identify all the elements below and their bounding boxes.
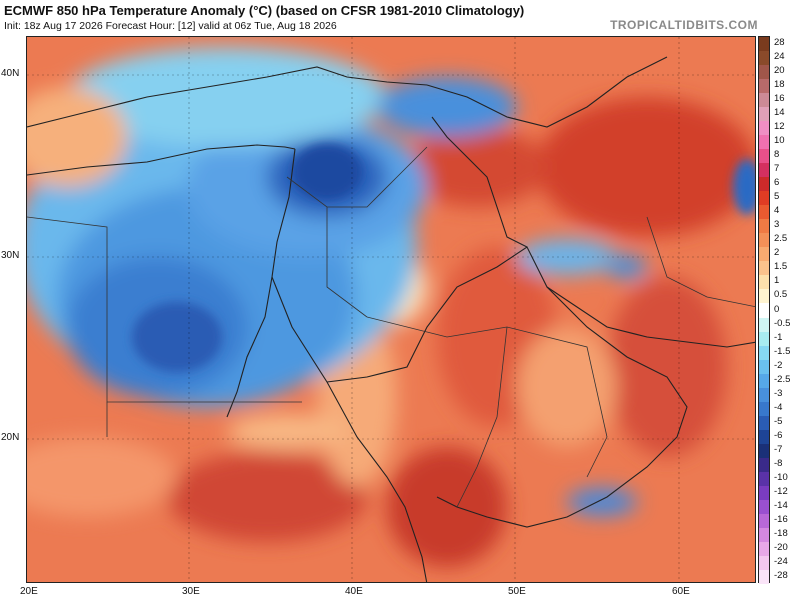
colorbar-segment	[759, 485, 769, 501]
lon-label-20e: 20E	[20, 586, 38, 597]
colorbar-label: 4	[774, 205, 780, 217]
colorbar-label: 12	[774, 121, 785, 133]
colorbar-label: 6	[774, 177, 780, 189]
lat-label-30n: 30N	[1, 250, 20, 261]
colorbar-label: 5	[774, 191, 780, 203]
map-title: ECMWF 850 hPa Temperature Anomaly (°C) (…	[4, 3, 525, 18]
colorbar-label: 1.5	[774, 261, 788, 273]
colorbar-label: -10	[774, 471, 788, 483]
anomaly-map	[26, 36, 756, 583]
colorbar-segment	[759, 527, 769, 543]
forecast-info: Init: 18z Aug 17 2026 Forecast Hour: [12…	[4, 20, 337, 32]
colorbar-segment	[759, 457, 769, 473]
colorbar-label: 16	[774, 93, 785, 105]
colorbar-segment	[759, 275, 769, 290]
colorbar-segment	[759, 163, 769, 178]
colorbar-segment	[759, 289, 769, 304]
colorbar-segment	[759, 79, 769, 94]
colorbar-label: -16	[774, 513, 788, 525]
colorbar-segment	[759, 345, 769, 361]
colorbar-label: 2.5	[774, 233, 788, 245]
colorbar-label: 2	[774, 247, 780, 259]
colorbar-segment	[759, 51, 769, 66]
colorbar-label: -0.5	[774, 317, 791, 329]
colorbar-label: -24	[774, 555, 788, 567]
colorbar-label: -7	[774, 443, 783, 455]
country-borders	[27, 146, 755, 508]
colorbar-label: -1	[774, 331, 783, 343]
lon-label-60e: 60E	[672, 586, 690, 597]
colorbar-label: 7	[774, 163, 780, 175]
colorbar-label: 8	[774, 149, 780, 161]
colorbar-label: -8	[774, 457, 783, 469]
lat-label-40n: 40N	[1, 68, 20, 79]
colorbar-label: 1	[774, 275, 780, 287]
colorbar-segment	[759, 401, 769, 417]
colorbar-segment	[759, 205, 769, 220]
colorbar-label: -12	[774, 485, 788, 497]
lat-label-20n: 20N	[1, 432, 20, 443]
colorbar-label: -28	[774, 569, 788, 581]
colorbar	[758, 36, 770, 585]
colorbar-label: 3	[774, 219, 780, 231]
colorbar-segment	[759, 303, 769, 318]
colorbar-segment	[759, 317, 769, 333]
colorbar-segment	[759, 471, 769, 487]
colorbar-segment	[759, 387, 769, 403]
colorbar-label: 10	[774, 135, 785, 147]
colorbar-segment	[759, 415, 769, 431]
colorbar-segment	[759, 261, 769, 276]
colorbar-label: -14	[774, 499, 788, 511]
colorbar-segment	[759, 37, 769, 52]
coastlines	[27, 56, 755, 582]
colorbar-label: -18	[774, 527, 788, 539]
colorbar-segment	[759, 219, 769, 234]
colorbar-label: -2.5	[774, 373, 791, 385]
colorbar-segment	[759, 121, 769, 136]
colorbar-segment	[759, 191, 769, 206]
colorbar-label: 24	[774, 51, 785, 63]
colorbar-segment	[759, 555, 769, 571]
colorbar-segment	[759, 247, 769, 262]
graticule	[27, 37, 755, 582]
colorbar-label: -20	[774, 541, 788, 553]
colorbar-label: -4	[774, 401, 783, 413]
colorbar-label: -2	[774, 359, 783, 371]
lon-label-40e: 40E	[345, 586, 363, 597]
colorbar-segment	[759, 429, 769, 445]
colorbar-label: 18	[774, 79, 785, 91]
cold-core	[132, 144, 755, 372]
colorbar-segment	[759, 233, 769, 248]
colorbar-label: 0	[774, 303, 780, 315]
colorbar-segment	[759, 135, 769, 150]
colorbar-segment	[759, 93, 769, 108]
colorbar-segment	[759, 513, 769, 529]
colorbar-label: -1.5	[774, 345, 791, 357]
colorbar-segment	[759, 499, 769, 515]
colorbar-label: -3	[774, 387, 783, 399]
colorbar-segment	[759, 65, 769, 80]
lon-label-30e: 30E	[182, 586, 200, 597]
site-brand: TROPICALTIDBITS.COM	[610, 18, 758, 32]
colorbar-segment	[759, 443, 769, 459]
colorbar-label: -6	[774, 429, 783, 441]
colorbar-segment	[759, 359, 769, 375]
colorbar-label: 14	[774, 107, 785, 119]
colorbar-label: 20	[774, 65, 785, 77]
colorbar-segment	[759, 541, 769, 557]
lon-label-50e: 50E	[508, 586, 526, 597]
colorbar-segment	[759, 331, 769, 347]
colorbar-segment	[759, 107, 769, 122]
colorbar-label: 0.5	[774, 289, 788, 301]
colorbar-label: 28	[774, 37, 785, 48]
colorbar-segment	[759, 177, 769, 192]
colorbar-segment	[759, 149, 769, 164]
colorbar-segment	[759, 373, 769, 389]
colorbar-label: -5	[774, 415, 783, 427]
anomaly-shading	[27, 47, 755, 567]
map-svg	[27, 37, 755, 582]
colorbar-segment	[759, 569, 769, 585]
